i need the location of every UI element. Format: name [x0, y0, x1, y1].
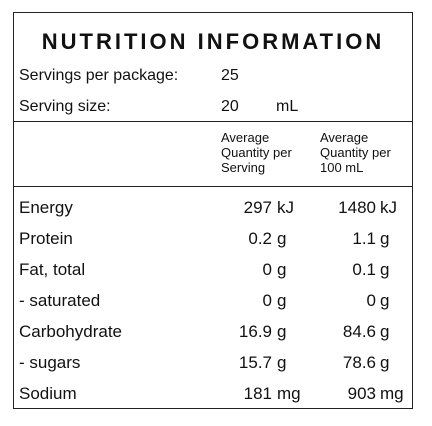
per-serving-value: 0 [262, 291, 272, 310]
per-serving-unit: g [277, 260, 287, 279]
per-100ml-unit: g [380, 322, 390, 341]
per-serving-value: 297 [243, 198, 272, 217]
per-100ml-unit: g [380, 291, 390, 310]
nutrient-label: Sodium [19, 384, 77, 403]
per-serving-value: 0 [262, 260, 272, 279]
serving-size-label: Serving size: [19, 98, 111, 115]
per-serving-unit: g [277, 291, 287, 310]
per-serving-unit: g [277, 229, 287, 248]
per-serving-unit: g [277, 353, 287, 372]
header-line: Quantity per [320, 145, 391, 160]
per-100ml-unit: g [380, 260, 390, 279]
per-100ml-value: 903 [347, 384, 376, 403]
per-100ml-unit: g [380, 353, 390, 372]
per-100ml-unit: g [380, 229, 390, 248]
per-100ml-value: 0.1 [352, 260, 376, 279]
divider-header [14, 186, 412, 187]
per-serving-value: 0.2 [248, 229, 272, 248]
header-line: 100 mL [320, 160, 364, 175]
per-100ml-value: 1.1 [352, 229, 376, 248]
nutrition-panel: NUTRITION INFORMATION Servings per packa… [13, 12, 413, 409]
nutrient-label: Fat, total [19, 260, 86, 279]
header-line: Quantity per [221, 145, 292, 160]
nutrient-label: Carbohydrate [19, 322, 123, 341]
nutrient-label: Energy [19, 198, 73, 217]
per-serving-value: 15.7 [238, 353, 272, 372]
per-100ml-unit: kJ [380, 198, 397, 217]
nutrient-label: Protein [19, 229, 73, 248]
per-100ml-value: 0 [366, 291, 376, 310]
per-serving-value: 181 [243, 384, 272, 403]
per-100ml-value: 78.6 [342, 353, 376, 372]
servings-per-package-label: Servings per package: [19, 67, 179, 84]
per-serving-unit: mg [277, 384, 301, 403]
servings-per-package-value: 25 [221, 67, 239, 84]
column-header-per-serving: Average Quantity per Serving [221, 130, 292, 175]
nutrient-label: - saturated [19, 291, 101, 310]
nutrient-label: - sugars [19, 353, 81, 372]
column-header-per-100ml: Average Quantity per 100 mL [320, 130, 391, 175]
header-line: Average [221, 130, 270, 145]
header-line: Average [320, 130, 369, 145]
panel-title: NUTRITION INFORMATION [41, 29, 385, 54]
divider-top [14, 121, 412, 122]
serving-size-value: 20 [221, 98, 239, 115]
per-serving-value: 16.9 [238, 322, 272, 341]
per-100ml-unit: mg [380, 384, 404, 403]
per-serving-unit: kJ [277, 198, 294, 217]
serving-size-unit: mL [276, 98, 299, 115]
per-serving-unit: g [277, 322, 287, 341]
per-100ml-value: 84.6 [342, 322, 376, 341]
per-100ml-value: 1480 [338, 198, 376, 217]
header-line: Serving [221, 160, 266, 175]
